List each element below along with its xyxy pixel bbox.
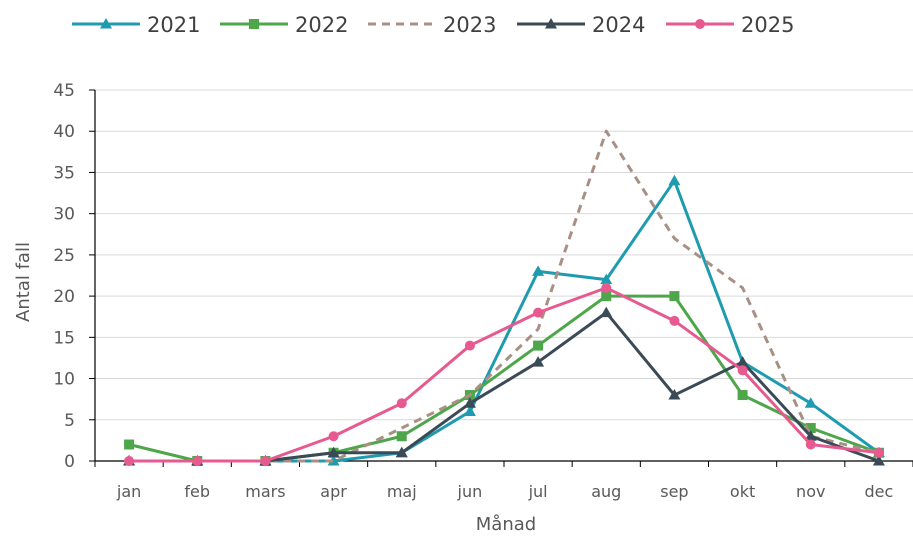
data-point xyxy=(464,340,475,351)
x-tick-label: nov xyxy=(796,482,825,501)
x-tick-labels: jan feb mars apr maj jun jul aug sep okt nov dec xyxy=(116,482,893,501)
data-point xyxy=(327,455,340,466)
data-point xyxy=(695,19,705,29)
data-point xyxy=(669,291,680,302)
data-point xyxy=(100,18,112,29)
data-point xyxy=(872,455,885,466)
y-tick-label: 30 xyxy=(53,205,75,225)
y-tick-labels: 0 5 10 15 20 25 30 35 40 45 xyxy=(53,81,75,472)
data-point xyxy=(260,456,271,466)
legend-item: 2024 xyxy=(517,13,645,37)
y-tick-label: 20 xyxy=(53,287,75,307)
data-point xyxy=(804,397,817,408)
y-tick-label: 5 xyxy=(64,411,75,431)
data-point xyxy=(601,291,612,302)
data-point xyxy=(805,423,816,434)
y-tick-label: 0 xyxy=(64,452,75,472)
legend-label: 2021 xyxy=(147,13,200,37)
data-point xyxy=(804,430,817,441)
data-point xyxy=(532,356,545,367)
data-point xyxy=(600,273,613,285)
data-point xyxy=(396,431,407,442)
y-tick-label: 40 xyxy=(53,122,75,142)
x-tick-label: okt xyxy=(730,482,755,501)
x-tick-label: jul xyxy=(528,482,548,501)
data-point xyxy=(736,356,749,367)
legend: 2021 2022 2023 2024 2025 xyxy=(72,13,794,37)
gridlines xyxy=(95,89,913,421)
data-point xyxy=(600,306,613,318)
legend-label: 2024 xyxy=(592,13,645,37)
legend-item: 2025 xyxy=(666,13,794,37)
data-point xyxy=(669,315,680,326)
x-tick-label: dec xyxy=(865,482,894,501)
legend-label: 2025 xyxy=(741,13,794,37)
y-tick-label: 10 xyxy=(53,370,75,390)
data-point xyxy=(192,456,203,466)
x-tick-label: jun xyxy=(457,482,483,501)
data-point xyxy=(396,398,407,409)
x-tick-label: apr xyxy=(320,482,347,501)
y-tick-label: 15 xyxy=(53,328,75,348)
data-point xyxy=(533,340,544,351)
legend-label: 2022 xyxy=(295,13,348,37)
data-point xyxy=(601,282,612,293)
x-tick-label: sep xyxy=(660,482,688,501)
data-point xyxy=(737,365,748,376)
x-tick-label: jan xyxy=(116,482,141,501)
series-2025 xyxy=(124,282,884,466)
x-tick-label: aug xyxy=(591,482,621,501)
data-point xyxy=(327,446,340,458)
x-axis-label: Månad xyxy=(476,514,536,535)
data-point xyxy=(328,431,339,442)
data-point xyxy=(124,439,135,450)
x-tick-label: maj xyxy=(387,482,417,501)
data-point xyxy=(737,390,748,401)
data-point xyxy=(463,397,476,408)
data-point xyxy=(395,446,408,458)
data-point xyxy=(545,18,557,29)
data-point xyxy=(873,447,884,458)
data-point xyxy=(124,456,135,466)
series-line xyxy=(129,286,880,463)
legend-item: 2021 xyxy=(72,13,200,37)
series-line xyxy=(129,311,880,463)
y-tick-label: 35 xyxy=(53,163,75,183)
data-point xyxy=(805,439,816,450)
data-point xyxy=(532,265,545,276)
legend-label: 2023 xyxy=(443,13,496,37)
legend-item: 2023 xyxy=(368,13,496,37)
x-tick-label: feb xyxy=(184,482,210,501)
y-axis-label: Antal fall xyxy=(13,242,34,322)
axes xyxy=(89,89,913,467)
data-point xyxy=(249,19,259,29)
y-tick-label: 45 xyxy=(53,81,75,101)
series-line xyxy=(129,129,880,463)
data-point xyxy=(533,307,544,318)
x-tick-label: mars xyxy=(245,482,285,501)
data-point xyxy=(668,174,681,186)
data-point xyxy=(668,389,681,400)
legend-item: 2022 xyxy=(220,13,348,37)
series-2023 xyxy=(129,129,880,463)
series-lines xyxy=(123,129,885,466)
series-2021 xyxy=(123,174,885,466)
series-line xyxy=(129,179,880,463)
y-tick-label: 25 xyxy=(53,246,75,266)
data-point xyxy=(463,405,476,417)
